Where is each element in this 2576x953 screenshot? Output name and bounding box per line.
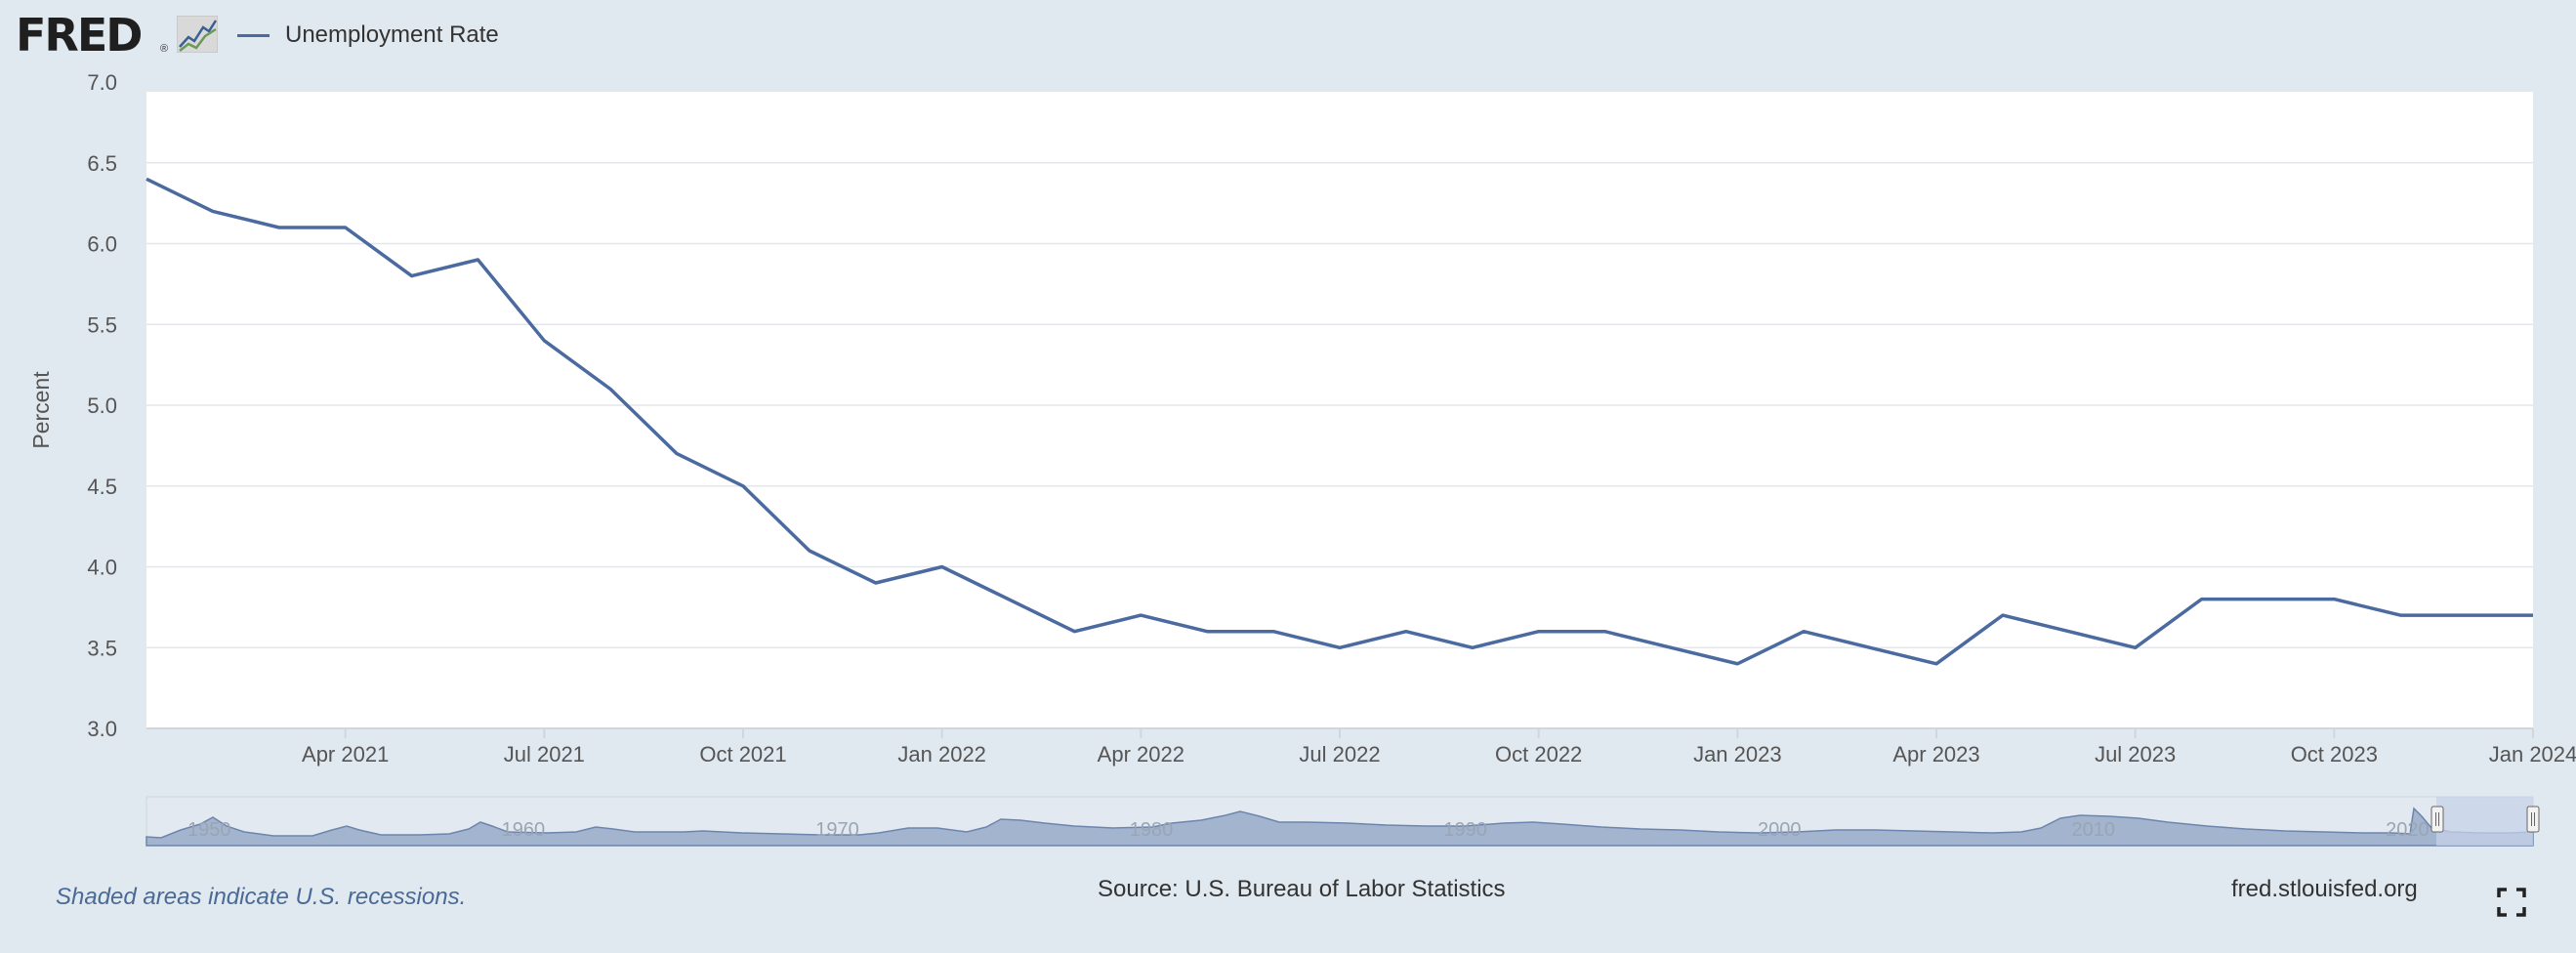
data-point[interactable] xyxy=(475,257,480,263)
data-point[interactable] xyxy=(2264,597,2270,602)
navigator-handle-left[interactable] xyxy=(2431,806,2444,833)
navigator-year-label: 1950 xyxy=(187,819,231,841)
series-line-unemployment-rate[interactable] xyxy=(145,177,2533,666)
x-tick-label: Apr 2022 xyxy=(1098,742,1184,767)
data-point[interactable] xyxy=(873,580,879,586)
data-point[interactable] xyxy=(1602,629,1608,635)
navigator-year-label: 2000 xyxy=(1758,819,1802,841)
data-point[interactable] xyxy=(1071,629,1077,635)
data-point[interactable] xyxy=(2530,612,2536,618)
x-tick-label: Jul 2022 xyxy=(1299,742,1380,767)
data-point[interactable] xyxy=(1734,661,1740,667)
y-tick-label: 6.5 xyxy=(87,151,117,176)
site-credit[interactable]: fred.stlouisfed.org xyxy=(2231,876,2418,902)
x-tick-label: Oct 2021 xyxy=(699,742,786,767)
data-point[interactable] xyxy=(541,338,547,344)
fred-logo[interactable]: FRED xyxy=(16,9,143,62)
y-tick-label: 3.0 xyxy=(87,717,117,741)
x-tick-label: Jan 2023 xyxy=(1693,742,1782,767)
data-point[interactable] xyxy=(144,176,149,182)
x-tick-label: Apr 2023 xyxy=(1892,742,1979,767)
legend-series-label: Unemployment Rate xyxy=(285,21,499,48)
x-tick-label: Oct 2022 xyxy=(1495,742,1582,767)
data-point[interactable] xyxy=(1867,644,1873,650)
data-point[interactable] xyxy=(2397,612,2403,618)
data-point[interactable] xyxy=(1536,629,1542,635)
navigator-year-label: 1990 xyxy=(1443,819,1487,841)
source-note: Source: U.S. Bureau of Labor Statistics xyxy=(1098,876,1506,902)
y-tick-label: 3.5 xyxy=(87,636,117,660)
data-point[interactable] xyxy=(2133,644,2139,650)
data-point[interactable] xyxy=(1470,644,1475,650)
legend-series-swatch xyxy=(237,33,270,37)
data-point[interactable] xyxy=(1204,629,1210,635)
data-point[interactable] xyxy=(1006,597,1012,602)
navigator-year-label: 2020 xyxy=(2386,819,2430,841)
navigator-year-labels: 1950 1960 1970 1980 1990 2000 2010 2020 xyxy=(187,819,2430,841)
plot-area xyxy=(146,92,2533,728)
navigator-year-label: 2010 xyxy=(2072,819,2116,841)
data-point[interactable] xyxy=(409,273,415,279)
data-point[interactable] xyxy=(939,564,945,570)
navigator-year-label: 1970 xyxy=(815,819,859,841)
navigator-handle-right[interactable] xyxy=(2526,806,2540,833)
chart-header: FRED ® Unemployment Rate xyxy=(0,0,2576,70)
x-axis-ticks: Apr 2021 Jul 2021 Oct 2021 Jan 2022 Apr 2022… xyxy=(302,728,2576,767)
data-point[interactable] xyxy=(1138,612,1143,618)
data-point[interactable] xyxy=(276,225,282,230)
x-tick-label: Jan 2022 xyxy=(897,742,986,767)
y-tick-label: 5.0 xyxy=(87,394,117,418)
data-point[interactable] xyxy=(740,483,746,489)
data-point[interactable] xyxy=(1403,629,1409,635)
fred-logo-registered-mark: ® xyxy=(160,43,169,55)
data-point[interactable] xyxy=(1270,629,1276,635)
data-point[interactable] xyxy=(343,225,349,230)
y-tick-label: 6.0 xyxy=(87,232,117,257)
data-point[interactable] xyxy=(1933,661,1939,667)
chart-legend[interactable]: Unemployment Rate xyxy=(237,18,499,53)
data-point[interactable] xyxy=(2464,612,2470,618)
y-tick-label: 4.5 xyxy=(87,475,117,499)
fullscreen-icon[interactable] xyxy=(2496,887,2527,918)
x-tick-label: Jul 2021 xyxy=(504,742,585,767)
navigator-year-label: 1980 xyxy=(1130,819,1174,841)
x-tick-label: Apr 2021 xyxy=(302,742,389,767)
y-tick-label: 7.0 xyxy=(87,70,117,95)
x-tick-label: Jul 2023 xyxy=(2095,742,2176,767)
fred-chart-logo-icon xyxy=(177,16,218,53)
recession-note: Shaded areas indicate U.S. recessions. xyxy=(56,884,467,910)
data-point[interactable] xyxy=(674,451,680,457)
x-tick-label: Jan 2024 xyxy=(2489,742,2576,767)
data-point[interactable] xyxy=(2331,597,2337,602)
navigator-window[interactable] xyxy=(2436,797,2533,846)
navigator-year-label: 1960 xyxy=(502,819,546,841)
y-tick-label: 4.0 xyxy=(87,556,117,580)
data-point[interactable] xyxy=(807,548,812,554)
x-tick-label: Oct 2023 xyxy=(2291,742,2378,767)
data-point[interactable] xyxy=(2000,612,2006,618)
data-point[interactable] xyxy=(2199,597,2205,602)
y-axis-ticks: 3.0 3.5 4.0 4.5 5.0 5.5 6.0 6.5 7.0 xyxy=(87,70,117,741)
data-point[interactable] xyxy=(210,208,216,214)
data-point[interactable] xyxy=(607,387,613,393)
navigator-series-area xyxy=(145,807,2534,847)
y-tick-label: 5.5 xyxy=(87,312,117,337)
navigator[interactable]: 1950 1960 1970 1980 1990 2000 2010 2020 xyxy=(145,796,2540,847)
data-point[interactable] xyxy=(2066,629,2072,635)
y-axis-label: Percent xyxy=(28,371,54,449)
data-point[interactable] xyxy=(1801,629,1807,635)
data-point[interactable] xyxy=(1337,644,1343,650)
data-point[interactable] xyxy=(1668,644,1674,650)
